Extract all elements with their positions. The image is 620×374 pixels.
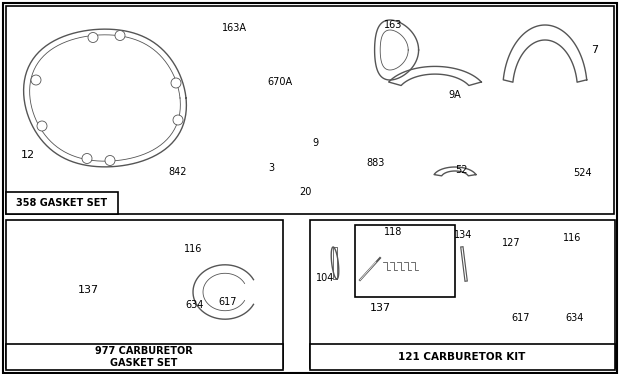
Circle shape xyxy=(37,121,47,131)
Circle shape xyxy=(173,115,183,125)
Text: 118: 118 xyxy=(384,227,402,237)
Text: 116: 116 xyxy=(563,233,581,243)
Circle shape xyxy=(115,31,125,40)
Text: 163: 163 xyxy=(384,20,402,30)
Text: 977 CARBURETOR
GASKET SET: 977 CARBURETOR GASKET SET xyxy=(95,346,193,368)
Text: 9: 9 xyxy=(312,138,318,148)
Text: 617: 617 xyxy=(219,297,237,307)
Text: 104: 104 xyxy=(316,273,334,283)
Text: 127: 127 xyxy=(502,238,520,248)
Text: 9A: 9A xyxy=(449,90,461,100)
Text: 163A: 163A xyxy=(221,23,247,33)
Text: 20: 20 xyxy=(299,187,311,197)
Text: 358 GASKET SET: 358 GASKET SET xyxy=(17,198,107,208)
Text: 883: 883 xyxy=(367,158,385,168)
Circle shape xyxy=(82,153,92,163)
Text: 842: 842 xyxy=(169,167,187,177)
Text: 137: 137 xyxy=(78,285,99,295)
Text: 7: 7 xyxy=(591,45,598,55)
Text: 617: 617 xyxy=(512,313,530,323)
Bar xyxy=(310,220,615,368)
Bar xyxy=(6,344,283,370)
Bar xyxy=(6,220,283,368)
Circle shape xyxy=(31,75,41,85)
Text: 634: 634 xyxy=(186,300,204,310)
Text: 634: 634 xyxy=(566,313,584,323)
Text: 134: 134 xyxy=(454,230,472,240)
Text: 121 CARBURETOR KIT: 121 CARBURETOR KIT xyxy=(398,352,526,362)
Bar xyxy=(310,344,615,370)
Text: 12: 12 xyxy=(21,150,35,160)
Text: 116: 116 xyxy=(184,244,202,254)
Text: 524: 524 xyxy=(573,168,591,178)
Bar xyxy=(6,192,118,214)
Circle shape xyxy=(171,78,181,88)
Circle shape xyxy=(105,156,115,166)
Text: 137: 137 xyxy=(370,303,391,313)
Text: 3: 3 xyxy=(268,163,274,173)
Circle shape xyxy=(88,33,98,43)
Bar xyxy=(6,6,614,214)
Bar xyxy=(355,225,455,297)
Text: 670A: 670A xyxy=(267,77,293,87)
Text: 52: 52 xyxy=(454,165,467,175)
